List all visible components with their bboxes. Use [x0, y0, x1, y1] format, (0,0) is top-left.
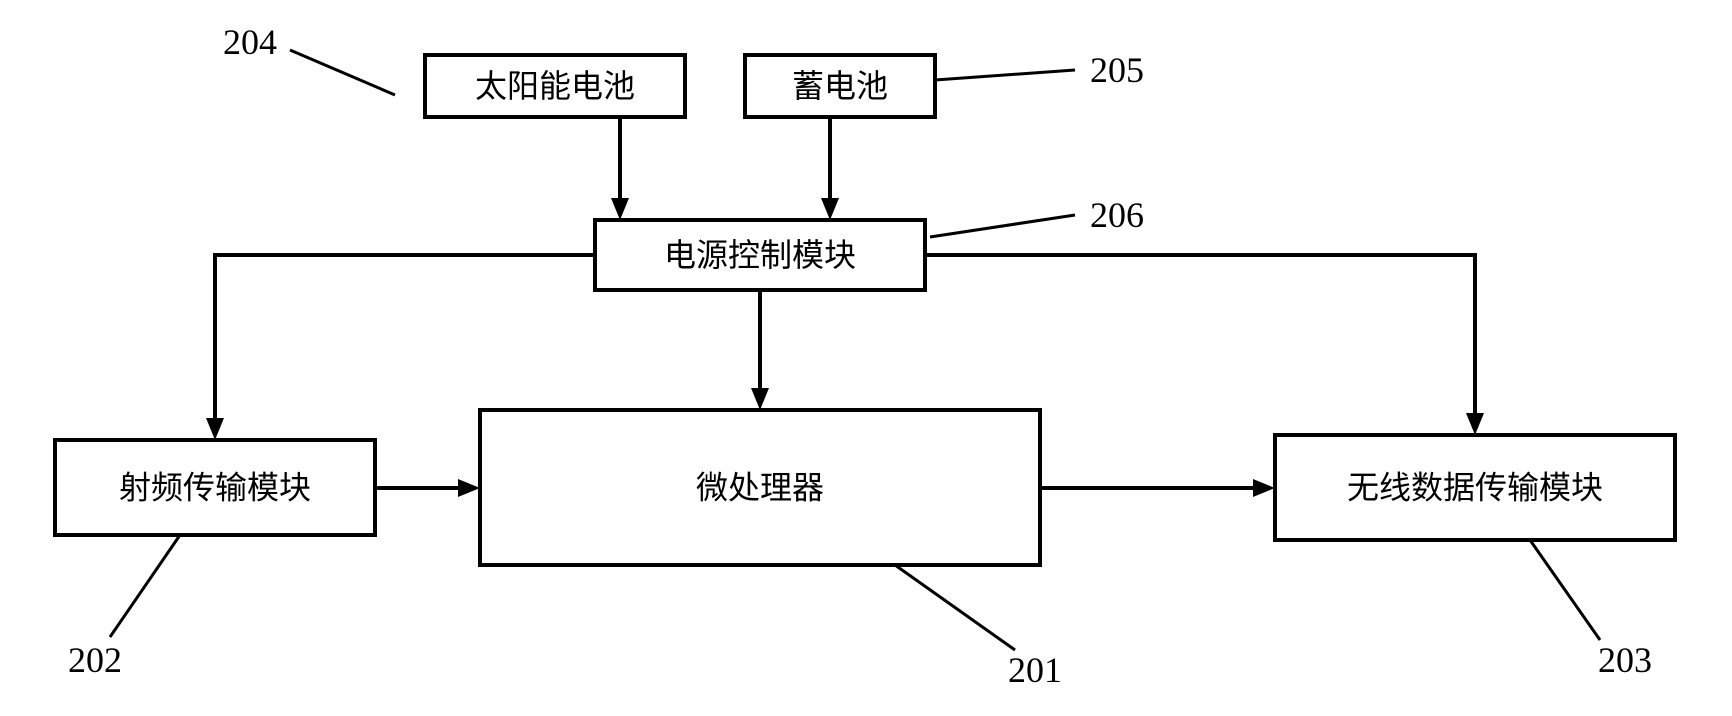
node-mcu: 微处理器 [480, 410, 1040, 565]
callout-206: 206 [1090, 195, 1144, 235]
node-solar: 太阳能电池 [425, 55, 685, 117]
node-solar-label: 太阳能电池 [475, 68, 635, 104]
node-power-label: 电源控制模块 [664, 237, 856, 273]
node-battery: 蓄电池 [745, 55, 935, 117]
callout-205: 205 [1090, 50, 1144, 90]
node-wireless-label: 无线数据传输模块 [1347, 470, 1603, 506]
node-wireless: 无线数据传输模块 [1275, 435, 1675, 540]
node-mcu-label: 微处理器 [696, 470, 824, 506]
callout-203: 203 [1598, 640, 1652, 680]
node-battery-label: 蓄电池 [792, 68, 888, 104]
node-rf-label: 射频传输模块 [119, 470, 311, 506]
callout-202: 202 [68, 640, 122, 680]
callout-204: 204 [223, 22, 277, 62]
node-power: 电源控制模块 [595, 220, 925, 290]
callout-201: 201 [1008, 650, 1062, 690]
node-rf: 射频传输模块 [55, 440, 375, 535]
